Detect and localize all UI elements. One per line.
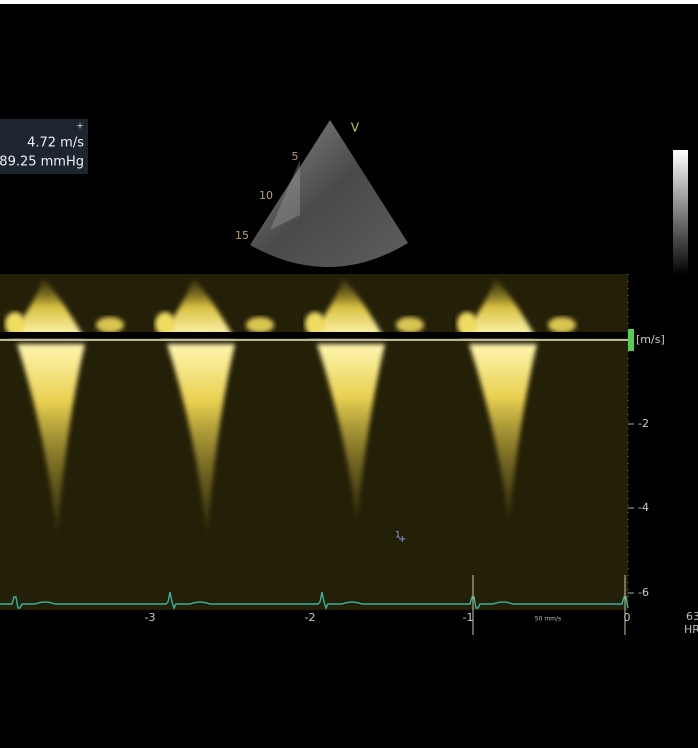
flow-blob xyxy=(548,317,576,333)
heart-rate-label: HR xyxy=(684,623,698,636)
gradient-measurement: 89.25 mmHg xyxy=(0,155,84,170)
top-strip xyxy=(0,0,698,4)
baseline-marker xyxy=(628,329,634,351)
time-tick-label: -3 xyxy=(145,611,156,624)
flow-blob xyxy=(246,317,274,333)
ultrasound-screen: + 4.72 m/s 89.25 mmHg V 5 10 15 [m/s] -2… xyxy=(0,0,698,748)
time-tick-label: -1 xyxy=(463,611,474,624)
velocity-unit: [m/s] xyxy=(636,333,665,346)
box-icon: + xyxy=(76,122,84,132)
flow-blob xyxy=(396,317,424,333)
velocity-tick-label: -4 xyxy=(638,501,649,514)
time-tick-label: -2 xyxy=(305,611,316,624)
velocity-tick-label: -2 xyxy=(638,417,649,430)
heart-rate-value: 63 xyxy=(686,610,698,623)
sweep-speed: 50 mm/s xyxy=(535,616,561,623)
depth-label: 5 xyxy=(292,150,299,163)
baseline-band xyxy=(0,332,628,338)
cursor: + xyxy=(398,534,406,545)
time-tick-label: 0 xyxy=(624,611,631,624)
depth-label: 10 xyxy=(259,189,273,202)
probe-marker: V xyxy=(351,121,360,135)
flow-blob xyxy=(96,317,124,333)
doppler-spectrum xyxy=(0,274,628,610)
velocity-measurement: 4.72 m/s xyxy=(27,136,84,151)
velocity-tick-label: -6 xyxy=(638,586,649,599)
depth-label: 15 xyxy=(235,229,249,242)
gray-scale-bar xyxy=(673,150,688,275)
